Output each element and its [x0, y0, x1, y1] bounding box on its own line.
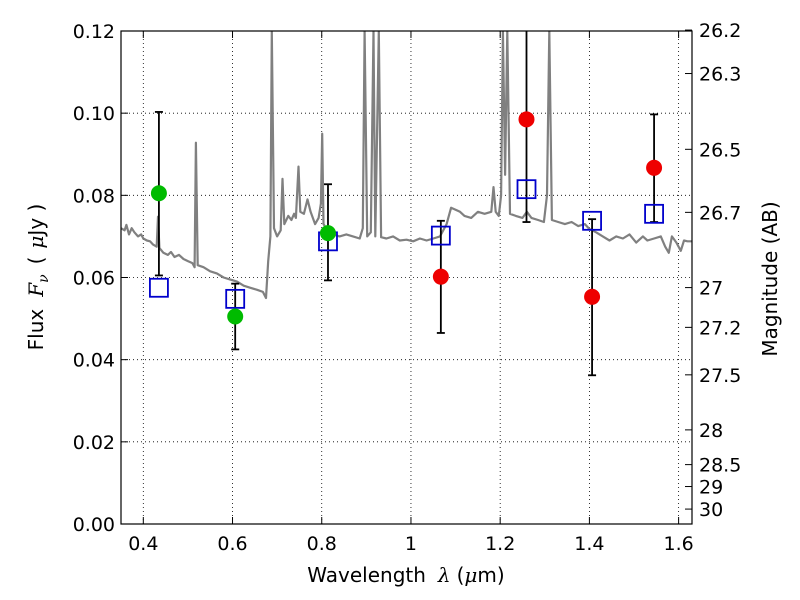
y-tick-label: 0.08 [73, 185, 115, 207]
x-axis-unit-rest: m) [477, 563, 504, 587]
y-tick-label: 0.10 [73, 103, 115, 125]
spectrum-line [121, 31, 692, 300]
y2-tick-label: 26.2 [699, 20, 741, 42]
red-data-point [646, 159, 663, 176]
y2-tick-label: 27.5 [699, 365, 741, 387]
x-axis-unit-mu: μ [464, 563, 477, 587]
red-data-point [584, 288, 601, 305]
green-data-point [319, 225, 336, 242]
y2-tick-label: 26.5 [699, 139, 741, 161]
red-data-point [518, 111, 535, 128]
y2-tick-label: 27.2 [699, 317, 741, 339]
y2-tick-label: 28.5 [699, 455, 741, 477]
x-tick-label: 0.4 [128, 533, 158, 555]
model-photometry-box [516, 179, 537, 200]
red-data-point [432, 268, 449, 285]
y2-tick-label: 26.3 [699, 64, 741, 86]
x-axis-unit-open: ( [457, 563, 465, 587]
y2-tick-label: 29 [699, 477, 723, 499]
y-tick-label: 0.12 [73, 21, 115, 43]
model-photometry-box [149, 277, 169, 298]
x-tick-label: 1 [405, 533, 417, 555]
model-photometry-box [430, 225, 451, 246]
x-axis-label-prefix: Wavelength [307, 563, 426, 587]
y2-axis-label: Magnitude (AB) [758, 201, 782, 356]
model-photometry-box [644, 203, 664, 224]
y-axis-label-prefix: Flux [24, 309, 48, 351]
y-axis-label: Flux Fν ( μJy ) [24, 204, 52, 351]
green-data-point [150, 185, 167, 202]
y2-tick-label: 30 [699, 499, 723, 521]
y-tick-label: 0.02 [73, 432, 115, 454]
y2-tick-label: 27 [699, 278, 723, 300]
y-axis-unit-rest: Jy ) [24, 204, 48, 238]
y-axis-symbol: F [24, 282, 48, 298]
model-photometry-box [225, 288, 246, 309]
y-tick-label: 0.04 [73, 350, 115, 372]
spectrum-layer [121, 31, 692, 300]
x-tick-label: 1.4 [574, 533, 604, 555]
observed-photometry-layer [150, 111, 663, 325]
y-tick-label: 0.06 [73, 268, 115, 290]
model-photometry-box [582, 210, 602, 231]
y2-tick-label: 28 [699, 420, 723, 442]
y-axis-subscript: ν [36, 274, 52, 283]
x-tick-label: 1.6 [664, 533, 694, 555]
x-axis-label: Wavelength λ (μm) [307, 563, 504, 587]
x-tick-label: 1.2 [485, 533, 515, 555]
x-tick-label: 0.6 [217, 533, 247, 555]
green-data-point [227, 308, 244, 325]
axis-ticks: 0.4 0.6 0.8 1 1.2 1.4 1.6 0.00 0.02 0.04 0.06 0.08 0… [73, 20, 742, 555]
y-axis-unit-open: ( [24, 257, 48, 265]
y2-tick-label: 26.7 [699, 202, 741, 224]
y-tick-label: 0.00 [73, 514, 115, 536]
x-tick-label: 0.8 [307, 533, 337, 555]
y-axis-unit-mu: μ [24, 236, 48, 249]
plot-background [121, 31, 692, 524]
x-axis-symbol: λ [437, 563, 451, 587]
